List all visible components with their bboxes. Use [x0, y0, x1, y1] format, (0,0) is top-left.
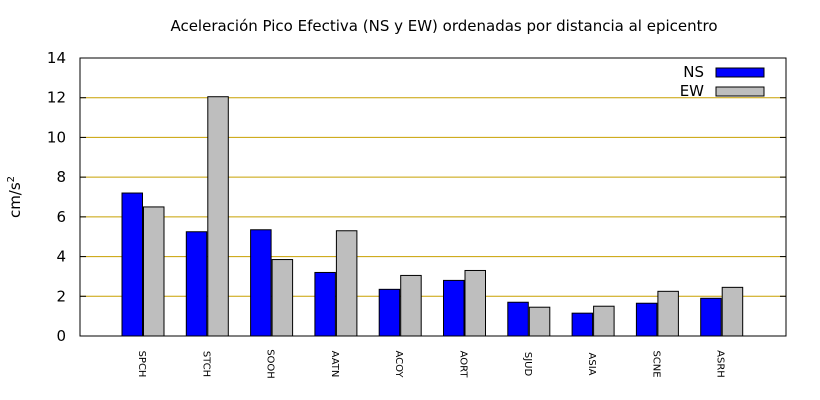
bar-ns-sjud [507, 301, 529, 337]
bar-ns-scne [635, 302, 658, 337]
bar-ns-acoy [378, 288, 401, 337]
x-tick-label: STCH [200, 351, 211, 377]
y-tick-label: 12 [47, 89, 66, 107]
bar-ns-aort [443, 279, 465, 337]
x-tick-label: SOOH [265, 349, 276, 379]
x-axis-ticks: SPCH STCH SOOH AATN ACOY AORT SJUD ASIA SCNE ASRH [136, 349, 726, 379]
y-tick-label: 6 [56, 208, 66, 226]
bar-ew-stch [207, 96, 229, 337]
y-tick-label: 4 [56, 248, 66, 266]
legend-swatch [715, 86, 765, 97]
x-tick-label: AATN [329, 351, 340, 378]
bar-ns-asia [571, 312, 594, 337]
bar-ns-stch [185, 231, 208, 337]
y-axis-label: cm/s2 [6, 176, 24, 218]
bar-ns-asrh [700, 297, 722, 337]
legend-label: NS [683, 63, 704, 81]
bar-ew-aatn [335, 230, 358, 337]
bar-ew-asia [593, 305, 615, 337]
bar-ew-sjud [528, 306, 551, 337]
legend-label: EW [680, 82, 704, 100]
bar-ew-scne [657, 290, 679, 337]
y-tick-label: 0 [56, 327, 66, 345]
x-tick-label: AORT [458, 351, 469, 379]
bar-ew-asrh [721, 286, 744, 337]
legend-swatch [715, 67, 765, 78]
bar-ew-aort [464, 269, 486, 337]
y-tick-label: 2 [56, 287, 66, 305]
x-tick-label: ACOY [393, 350, 404, 378]
y-tick-label: 10 [47, 128, 66, 146]
y-tick-label: 8 [56, 168, 66, 186]
x-tick-label: SCNE [650, 350, 661, 377]
plot-frame [79, 57, 787, 337]
x-tick-label: ASRH [715, 350, 726, 378]
x-tick-label: SPCH [136, 351, 147, 378]
y-tick-label: 14 [47, 49, 66, 67]
x-tick-label: SJUD [522, 352, 533, 377]
chart-title: Aceleración Pico Efectiva (NS y EW) orde… [170, 17, 717, 35]
y-axis-ticks: 0 2 4 6 8 10 12 14 [47, 49, 786, 345]
x-tick-label: ASIA [586, 353, 597, 376]
bar-ew-acoy [400, 274, 422, 337]
bar-ew-spch [143, 206, 165, 337]
bar-ns-spch [121, 192, 143, 337]
bar-ns-aatn [314, 271, 336, 337]
bar-ns-sooh [250, 229, 272, 337]
bar-ew-sooh [271, 259, 294, 337]
bars [121, 96, 744, 337]
